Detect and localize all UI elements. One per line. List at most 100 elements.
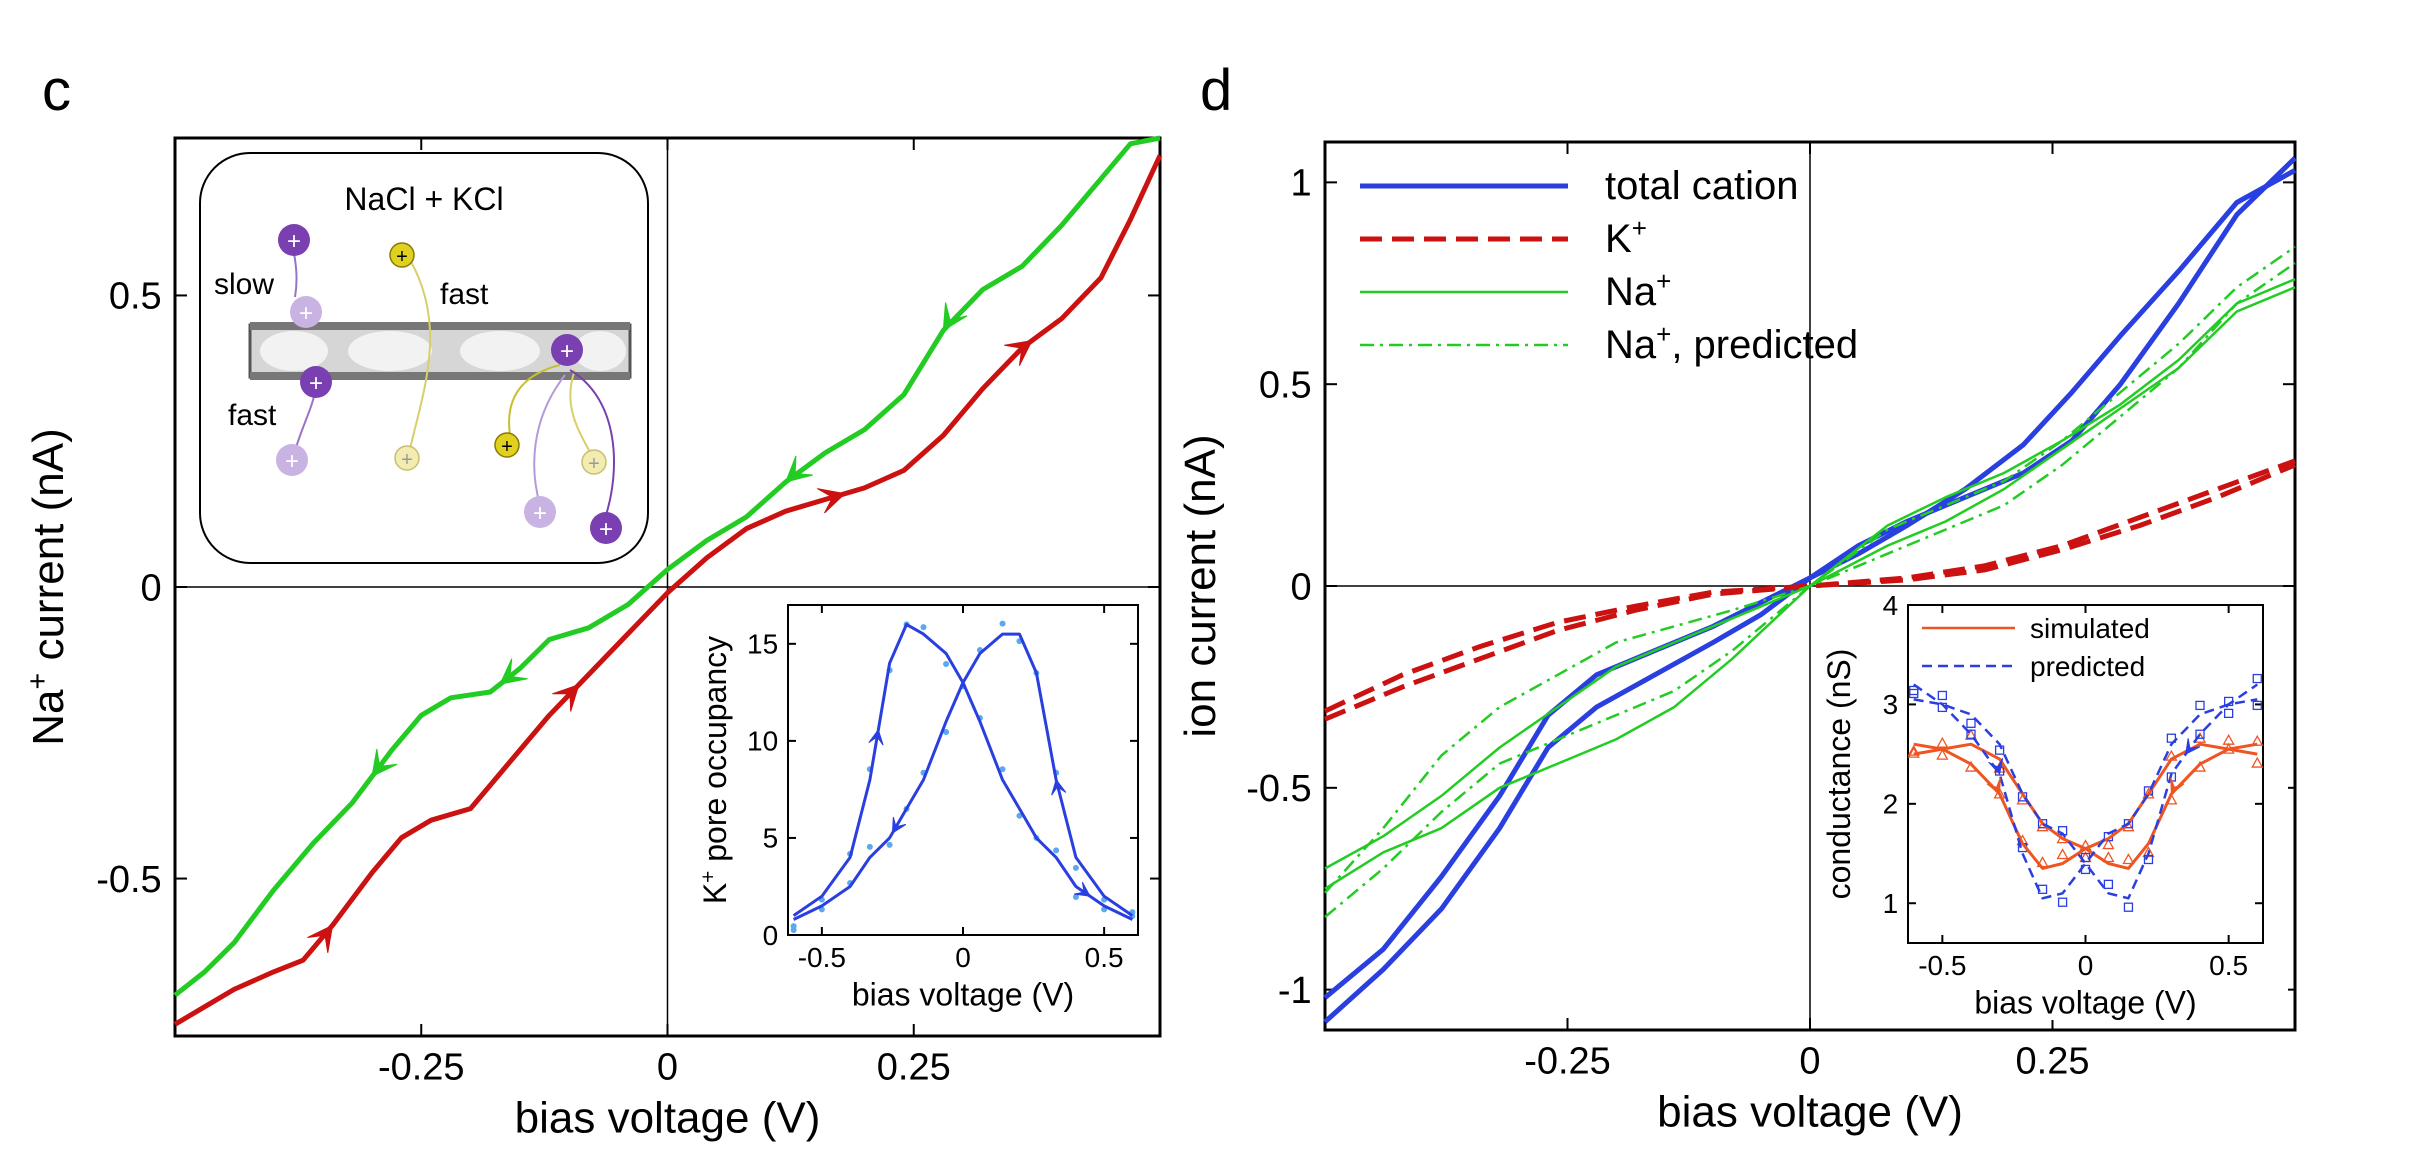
na-ion-faded: + bbox=[290, 296, 322, 328]
y-tick-label: 2 bbox=[1883, 789, 1899, 820]
direction-arrow bbox=[1074, 881, 1091, 897]
data-marker-triangle bbox=[1936, 748, 1949, 760]
series-line bbox=[1913, 742, 2258, 870]
na-ion: + bbox=[278, 224, 310, 256]
x-tick-label: 0 bbox=[955, 942, 971, 973]
plot-frame bbox=[787, 604, 1139, 936]
y-axis-label: K+ pore occupancy bbox=[697, 636, 734, 904]
legend-label: Na+ bbox=[1605, 266, 1671, 314]
schematic-inset: NaCl + KCl + + + + bbox=[199, 152, 649, 564]
data-point bbox=[1072, 864, 1079, 871]
x-tick-label: -0.5 bbox=[798, 942, 846, 973]
y-tick-label: 5 bbox=[763, 823, 779, 854]
direction-arrow bbox=[552, 683, 580, 712]
na-ion: + bbox=[551, 334, 583, 366]
svg-text:+: + bbox=[396, 246, 408, 268]
x-tick-label: 0.25 bbox=[2016, 1041, 2090, 1083]
svg-text:+: + bbox=[501, 436, 513, 458]
x-tick-label: 0.25 bbox=[877, 1047, 951, 1089]
data-marker-triangle bbox=[2102, 851, 2115, 863]
k-ion-faded: + bbox=[581, 449, 607, 475]
data-point bbox=[920, 624, 927, 631]
pore-wall-top bbox=[250, 322, 630, 330]
trajectory-path bbox=[533, 374, 566, 506]
data-marker-square bbox=[2252, 673, 2262, 684]
direction-arrow bbox=[784, 455, 813, 483]
data-point bbox=[999, 766, 1006, 773]
na-ion-faded: + bbox=[276, 444, 308, 476]
svg-text:+: + bbox=[287, 228, 301, 255]
y-axis-label: ion current (nA) bbox=[1176, 434, 1225, 737]
direction-arrow bbox=[1004, 339, 1033, 366]
data-point bbox=[866, 843, 873, 850]
data-point bbox=[943, 661, 950, 668]
pore-wall-bottom bbox=[250, 372, 630, 380]
data-marker-square bbox=[2103, 879, 2114, 889]
data-marker-square bbox=[1966, 718, 1976, 728]
series-line bbox=[1323, 462, 2296, 714]
x-tick-label: 0 bbox=[2078, 950, 2094, 981]
x-axis-label: bias voltage (V) bbox=[1657, 1088, 1963, 1137]
direction-arrow bbox=[891, 816, 907, 835]
data-point bbox=[1072, 893, 1079, 900]
x-tick-label: -0.25 bbox=[1524, 1041, 1611, 1083]
trajectory-path bbox=[569, 369, 616, 516]
legend-label: total cation bbox=[1605, 164, 1798, 208]
direction-arrow bbox=[2185, 738, 2201, 756]
inset-c: -0.5 0 0.5 0 5 10 15 bias voltage (V) K+ pore oc… bbox=[680, 590, 1150, 1020]
k-ion-faded: + bbox=[394, 445, 420, 471]
svg-text:+: + bbox=[401, 449, 413, 471]
y-tick-label: 15 bbox=[747, 629, 778, 660]
trajectory-path bbox=[293, 252, 298, 298]
data-marker-triangle bbox=[2056, 848, 2069, 860]
x-tick-label: 0.5 bbox=[2209, 950, 2248, 981]
svg-text:+: + bbox=[309, 370, 323, 397]
data-marker-triangle bbox=[2142, 787, 2155, 799]
schematic-title: NaCl + KCl bbox=[344, 181, 503, 217]
y-tick-label: 10 bbox=[747, 726, 778, 757]
svg-text:+: + bbox=[299, 300, 313, 327]
k-ion: + bbox=[494, 432, 520, 458]
y-tick-label: -1 bbox=[1278, 970, 1312, 1012]
series-line bbox=[1324, 458, 2296, 722]
label-slow: slow bbox=[214, 268, 274, 301]
y-tick-label: 0.5 bbox=[1259, 364, 1312, 406]
data-marker-square bbox=[2166, 733, 2177, 743]
na-ion: + bbox=[300, 366, 332, 398]
pore-cavity bbox=[574, 331, 626, 371]
k-ion: + bbox=[389, 242, 415, 268]
direction-arrow bbox=[942, 302, 968, 332]
y-tick-label: 0 bbox=[763, 920, 779, 951]
series-line bbox=[1913, 683, 2259, 900]
x-tick-label: 0.5 bbox=[1085, 942, 1124, 973]
direction-arrow bbox=[1988, 758, 2004, 776]
data-marker-square bbox=[2057, 897, 2068, 907]
pore-cavity bbox=[260, 331, 328, 371]
direction-arrow bbox=[1051, 778, 1067, 796]
data-marker-square bbox=[2195, 700, 2205, 711]
na-ion: + bbox=[590, 512, 622, 544]
svg-text:+: + bbox=[560, 338, 574, 365]
y-tick-label: -0.5 bbox=[96, 859, 161, 901]
y-tick-label: 1 bbox=[1883, 888, 1899, 919]
y-tick-label: 0.5 bbox=[109, 276, 162, 318]
direction-arrow bbox=[499, 658, 528, 685]
x-axis-label: bias voltage (V) bbox=[1974, 985, 2196, 1021]
svg-text:+: + bbox=[533, 500, 547, 527]
data-marker-triangle bbox=[2122, 853, 2135, 865]
data-marker-square bbox=[1909, 688, 1919, 699]
data-marker-triangle bbox=[1907, 744, 1920, 756]
series-line bbox=[173, 154, 1163, 1027]
direction-arrow bbox=[1986, 777, 2001, 795]
x-tick-label: -0.25 bbox=[378, 1047, 465, 1089]
y-axis-label: Na+ current (nA) bbox=[22, 428, 73, 745]
legend-label: predicted bbox=[2030, 651, 2145, 682]
data-marker-square bbox=[2037, 819, 2048, 829]
data-point bbox=[790, 926, 797, 933]
data-point bbox=[999, 620, 1006, 627]
panel-label-d: d bbox=[1200, 58, 1232, 123]
x-axis-label: bias voltage (V) bbox=[852, 977, 1074, 1013]
y-tick-label: 4 bbox=[1883, 590, 1899, 621]
series-line bbox=[1324, 262, 2296, 894]
